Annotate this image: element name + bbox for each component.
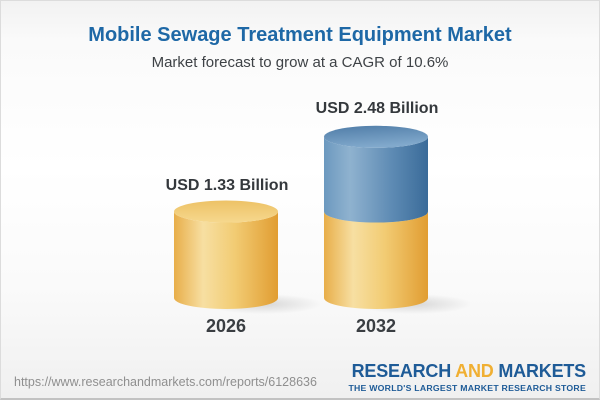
bar-value-label-2026: USD 1.33 Billion [165,177,289,194]
bar-2032-growth-top-face [324,125,428,148]
logo-word-research: RESEARCH [351,361,452,381]
bar-2026-base-segment [174,211,278,309]
page-title: Mobile Sewage Treatment Equipment Market [88,24,512,46]
research-and-markets-logo[interactable]: RESEARCH AND MARKETS THE WORLD'S LARGEST… [348,362,586,393]
bar-category-label-2026: 2026 [205,316,247,336]
bar-2032-base-segment [324,211,428,309]
bar-value-label-2032: USD 2.48 Billion [315,100,439,117]
logo-tagline: THE WORLD'S LARGEST MARKET RESEARCH STOR… [348,383,586,393]
bar-2026-base-top-face [174,200,278,223]
report-url-link[interactable]: https://www.researchandmarkets.com/repor… [14,375,317,389]
bar-2032-growth-segment [324,136,428,223]
logo-wordmark: RESEARCH AND MARKETS [348,361,587,381]
page-subtitle: Market forecast to grow at a CAGR of 10.… [151,54,449,71]
logo-word-and: AND [455,361,494,381]
bar-category-label-2032: 2032 [355,316,397,336]
logo-word-markets: MARKETS [498,361,586,381]
